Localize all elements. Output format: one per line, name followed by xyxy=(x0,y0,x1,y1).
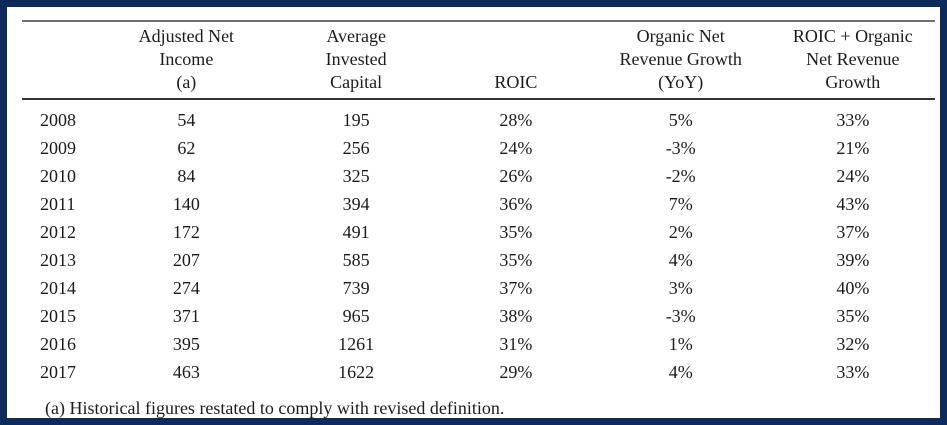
cell-organic_net_revenue_growth: 2% xyxy=(668,222,693,242)
cell-roic_plus_organic_growth: 40% xyxy=(836,278,870,298)
table-row: 2009 62 256 24% -3% 21% xyxy=(22,134,935,162)
table-row: 2014 274 739 37% 3% 40% xyxy=(22,274,935,302)
header-organic-net-revenue-growth: Organic Net Revenue Growth (YoY) xyxy=(590,21,771,100)
cell-organic_net_revenue_growth: 4% xyxy=(668,250,693,270)
cell-roic: 37% xyxy=(499,278,533,298)
cell-roic_plus_organic_growth: 39% xyxy=(836,250,870,270)
cell-organic_net_revenue_growth: -2% xyxy=(665,166,696,186)
header-roic: ROIC xyxy=(441,21,591,100)
cell-year: 2016 xyxy=(40,334,76,354)
cell-roic_plus_organic_growth: 24% xyxy=(836,166,870,186)
cell-average_invested_capital: 491 xyxy=(342,222,370,242)
cell-roic: 24% xyxy=(499,138,533,158)
cell-average_invested_capital: 1261 xyxy=(338,334,375,354)
cell-roic_plus_organic_growth: 33% xyxy=(836,362,870,382)
cell-average_invested_capital: 256 xyxy=(342,138,370,158)
cell-roic: 28% xyxy=(499,110,533,130)
table-row: 2010 84 325 26% -2% 24% xyxy=(22,162,935,190)
cell-adjusted_net_income: 172 xyxy=(172,222,200,242)
roic-financial-table: Adjusted Net Income (a) Average Invested… xyxy=(22,20,935,386)
cell-average_invested_capital: 195 xyxy=(342,110,370,130)
footnote: (a) Historical figures restated to compl… xyxy=(45,398,505,418)
cell-roic_plus_organic_growth: 21% xyxy=(836,138,870,158)
cell-roic_plus_organic_growth: 33% xyxy=(836,110,870,130)
cell-adjusted_net_income: 62 xyxy=(177,138,196,158)
cell-adjusted_net_income: 84 xyxy=(177,166,196,186)
cell-roic: 26% xyxy=(499,166,533,186)
header-average-invested-capital: Average Invested Capital xyxy=(271,21,442,100)
header-adjusted-net-income: Adjusted Net Income (a) xyxy=(101,21,272,100)
cell-roic_plus_organic_growth: 37% xyxy=(836,222,870,242)
cell-organic_net_revenue_growth: 3% xyxy=(668,278,693,298)
cell-year: 2009 xyxy=(40,138,76,158)
cell-average_invested_capital: 739 xyxy=(342,278,370,298)
cell-year: 2014 xyxy=(40,278,76,298)
cell-year: 2017 xyxy=(40,362,76,382)
cell-adjusted_net_income: 274 xyxy=(172,278,200,298)
cell-year: 2008 xyxy=(40,110,76,130)
table-header-row: Adjusted Net Income (a) Average Invested… xyxy=(22,21,935,100)
cell-roic: 35% xyxy=(499,222,533,242)
cell-roic_plus_organic_growth: 43% xyxy=(836,194,870,214)
table-row: 2015 371 965 38% -3% 35% xyxy=(22,302,935,330)
cell-year: 2011 xyxy=(40,194,76,214)
table-row: 2011 140 394 36% 7% 43% xyxy=(22,190,935,218)
cell-roic: 31% xyxy=(499,334,533,354)
table-row: 2008 54 195 28% 5% 33% xyxy=(22,99,935,134)
cell-average_invested_capital: 394 xyxy=(342,194,370,214)
cell-organic_net_revenue_growth: 5% xyxy=(668,110,693,130)
table-row: 2016 395 1261 31% 1% 32% xyxy=(22,330,935,358)
cell-adjusted_net_income: 395 xyxy=(172,334,200,354)
table-body: 2008 54 195 28% 5% 33% 2009 62 256 24% -3% 21% 2010 8… xyxy=(22,99,935,386)
cell-average_invested_capital: 1622 xyxy=(338,362,375,382)
cell-adjusted_net_income: 463 xyxy=(172,362,200,382)
header-year xyxy=(22,21,102,100)
table-row: 2012 172 491 35% 2% 37% xyxy=(22,218,935,246)
cell-roic: 38% xyxy=(499,306,533,326)
cell-roic: 29% xyxy=(499,362,533,382)
cell-organic_net_revenue_growth: 7% xyxy=(668,194,693,214)
cell-organic_net_revenue_growth: -3% xyxy=(665,138,696,158)
table-row: 2013 207 585 35% 4% 39% xyxy=(22,246,935,274)
cell-average_invested_capital: 585 xyxy=(342,250,370,270)
cell-adjusted_net_income: 207 xyxy=(172,250,200,270)
cell-average_invested_capital: 325 xyxy=(342,166,370,186)
cell-organic_net_revenue_growth: -3% xyxy=(665,306,696,326)
table-row: 2017 463 1622 29% 4% 33% xyxy=(22,358,935,386)
cell-adjusted_net_income: 140 xyxy=(172,194,200,214)
header-roic-plus-organic-growth: ROIC + Organic Net Revenue Growth xyxy=(770,21,935,100)
cell-year: 2013 xyxy=(40,250,76,270)
cell-adjusted_net_income: 54 xyxy=(177,110,196,130)
cell-year: 2010 xyxy=(40,166,76,186)
cell-roic_plus_organic_growth: 32% xyxy=(836,334,870,354)
cell-adjusted_net_income: 371 xyxy=(172,306,200,326)
cell-average_invested_capital: 965 xyxy=(342,306,370,326)
cell-organic_net_revenue_growth: 1% xyxy=(668,334,693,354)
cell-year: 2015 xyxy=(40,306,76,326)
cell-roic_plus_organic_growth: 35% xyxy=(836,306,870,326)
cell-organic_net_revenue_growth: 4% xyxy=(668,362,693,382)
cell-roic: 36% xyxy=(499,194,533,214)
cell-year: 2012 xyxy=(40,222,76,242)
cell-roic: 35% xyxy=(499,250,533,270)
